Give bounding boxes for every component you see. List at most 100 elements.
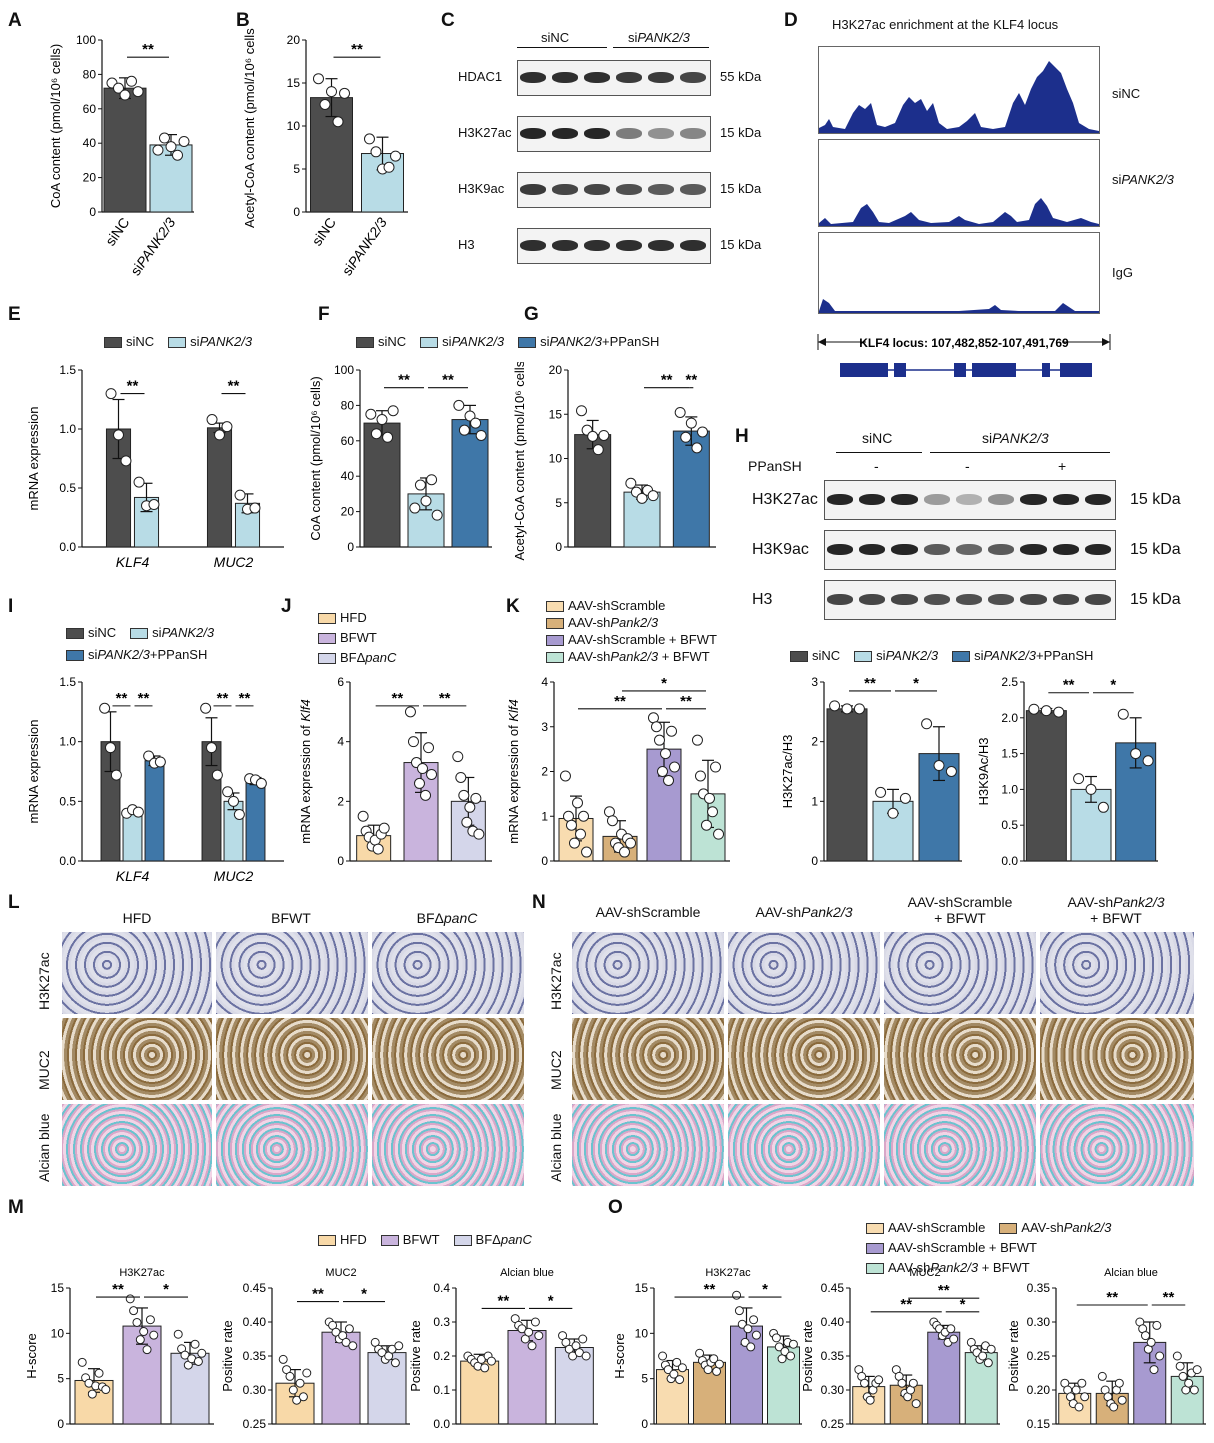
chart-o3-point [1155,1351,1165,1361]
chart-b-ytick-label: 15 [287,76,301,90]
blot-band [1020,544,1047,555]
chart-f-point [387,405,399,417]
legend-j: HFD BFWT BFΔpanC [318,608,438,668]
chart-f-point [376,414,388,426]
chart-b-ytick-label: 10 [287,119,301,133]
blot-band [859,544,886,555]
chart-m-alcian: Alcian blue 0.0 0.1 0.2 0.3 0.4 Positive rate *… [408,1267,598,1431]
chart-k-sig-label: ** [680,693,692,710]
l-row-muc2: MUC2 [36,1050,52,1090]
chart-i-sig-label: ** [239,690,251,707]
legend-swatch [790,651,808,663]
chart-a-point [172,149,184,161]
chart-j-klf4: 0 2 4 6 mRNA expression of Klf4 ** ** [298,675,492,868]
blot-band [520,72,546,83]
chart-i-point [206,742,217,754]
chip-signal [819,299,1099,313]
n-row-h3k27ac: H3K27ac [548,952,564,1010]
chart-a-bar [149,144,193,213]
blot-band [1084,544,1111,555]
legend-i: siNC siPANK2/3siPANK2/3+PPanSH [66,622,266,666]
blot-band [859,494,886,505]
l-col-bfdelta: BFΔpanC [372,910,522,926]
chart-m3-ytick-label: 0.1 [433,1383,450,1397]
chart-b-sig-label: ** [351,41,363,58]
legend-swatch [318,653,336,665]
n-tile-alcian-4 [1040,1104,1194,1186]
chart-m3-point [530,1317,540,1327]
legend-entry: AAV-shPank2/3 [546,614,658,631]
blot-band [1052,544,1079,555]
chart-e-group-label: MUC2 [214,554,254,570]
chart-j-point [378,822,390,834]
chart-h2-point [1117,708,1129,720]
n-tile-alcian-3 [884,1104,1036,1186]
chart-f-point [475,429,487,441]
n-tile-h3k27ac-1 [572,932,724,1014]
chart-e-point [206,414,218,426]
chart-j-point [426,768,438,780]
chart-h2-point [1142,755,1154,767]
chart-i-ytick-label: 0.0 [59,854,76,868]
legend-fg: siNC siPANK2/3 siPANK2/3+PPanSH [356,334,673,349]
blot-band [552,128,578,139]
l-col-hfd-text: HFD [122,910,152,926]
chart-m2-point [298,1392,308,1402]
l-tile-alcian-bfdelta [372,1104,524,1186]
blot-row-label: H3K9ac [752,541,809,558]
chart-b-ytick-label: 20 [287,33,301,47]
chart-f-point [458,424,470,436]
blot-h-sign-3: + [1058,458,1067,474]
chart-h1-point [829,700,841,712]
chart-a-ytick-label: 100 [76,33,96,47]
blot-band [680,72,706,83]
legend-entry: HFD [318,1232,367,1247]
chart-j-ylabel: mRNA expression of Klf4 [298,699,313,844]
chart-g-bar [574,434,612,548]
legend-entry: AAV-shPank2/3 [999,1218,1111,1238]
chart-o1-ytick-label: 5 [641,1372,648,1386]
track-label-igg: IgG [1112,265,1133,280]
chart-g-ytick-label: 10 [549,452,563,466]
chart-o2-sig-label: * [960,1296,966,1313]
panel-letter-m: M [8,1197,24,1218]
chart-h2-ytick-label: 0.0 [1001,854,1018,868]
chart-b-point [370,146,382,158]
legend-entry: AAV-shPank2/3 + BFWT [866,1258,1030,1278]
chart-k-point [704,792,716,804]
chart-h2-point [1040,705,1052,717]
legend-entry: siNC [66,622,116,644]
chart-a-bar [103,87,147,213]
chart-h2-ylabel: H3K9Ac/H3 [976,738,991,806]
blot-band [859,594,886,605]
chart-a-point [112,82,124,94]
panel-letter-i: I [8,596,14,617]
panel-letter-f: F [318,304,330,325]
panel-letter-n: N [532,892,546,913]
chart-f-ylabel: CoA content (pmol/10⁶ cells) [308,376,323,540]
chart-a-coa: 0 20 40 60 80 100 CoA content (pmol/10⁶ cells)… [48,33,194,278]
l-tile-alcian-hfd [62,1104,212,1186]
chart-o1-point [743,1324,753,1334]
chart-b-acetyl-coa: 0 5 10 15 20 Acetyl-CoA content (pmol/10⁶ cel… [242,28,408,278]
panel-letter-o: O [608,1197,623,1218]
n-col-scr-text: AAV-shScramble [595,904,701,920]
l-tile-h3k27ac-hfd [62,932,212,1014]
chart-h2-point [1028,703,1040,715]
chart-a-point [178,135,190,147]
chart-o3-point [1077,1378,1087,1388]
l-col-hfd: HFD [62,910,212,926]
blot-row-label: H3K27ac [752,491,818,508]
track-label-sipank-gene: PANK2/3 [1121,172,1174,187]
n-col-scr-bf-l2: + BFWT [934,910,986,926]
track-label-sipank: siPANK2/3 [1112,172,1174,187]
chart-h2-sig-label: * [1110,677,1116,694]
chart-g-ytick-label: 0 [555,540,562,554]
chart-o1-point [734,1306,744,1316]
chart-f-point [464,410,476,422]
legend-h-quant: siNC siPANK2/3 siPANK2/3+PPanSH [790,648,1107,663]
chart-h1-bar [826,708,868,862]
chart-a-ytick-label: 40 [83,136,97,150]
chart-j-point [473,828,485,840]
